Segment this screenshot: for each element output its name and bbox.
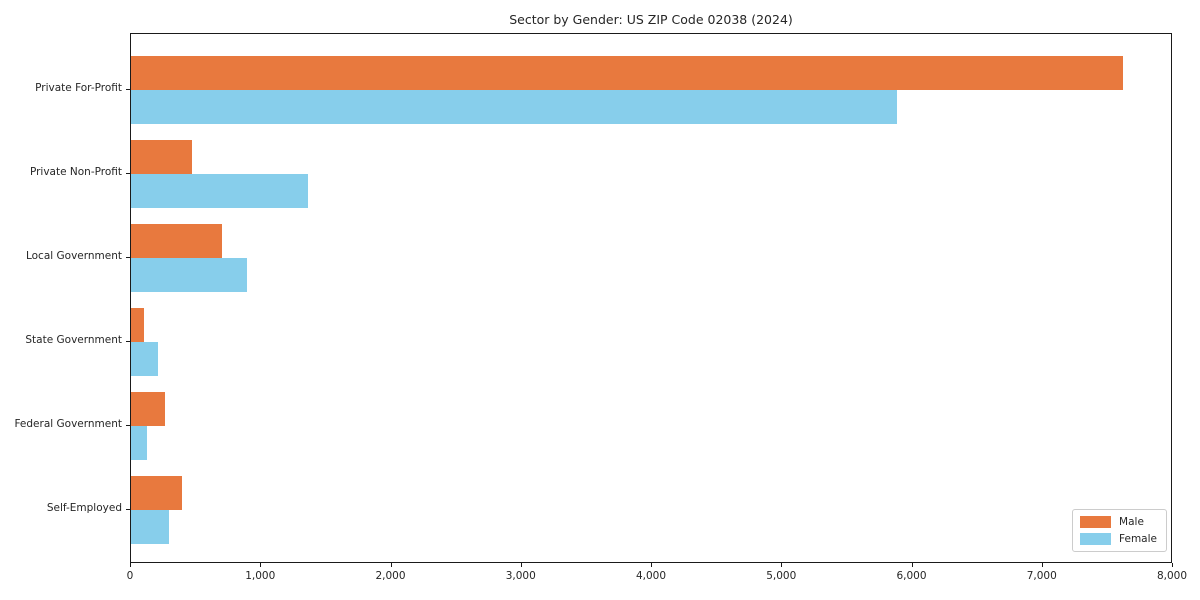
x-tick-mark xyxy=(911,563,913,567)
x-tick-label: 7,000 xyxy=(1026,570,1057,582)
legend: Male Female xyxy=(1072,509,1167,552)
y-tick-label: Private For-Profit xyxy=(35,82,122,94)
male-bar xyxy=(131,392,166,426)
legend-female-label: Female xyxy=(1119,533,1157,545)
female-bar xyxy=(131,510,169,544)
y-tick-label: Private Non-Profit xyxy=(29,166,122,178)
male-bar xyxy=(131,140,193,174)
x-tick-label: 2,000 xyxy=(375,570,406,582)
y-tick-label: State Government xyxy=(25,334,122,346)
x-tick-mark xyxy=(520,563,522,567)
legend-male-label: Male xyxy=(1119,516,1144,528)
x-tick-label: 4,000 xyxy=(635,570,667,582)
female-bar xyxy=(131,174,309,208)
female-bar xyxy=(131,342,158,376)
y-tick-label: Federal Government xyxy=(14,418,122,430)
x-tick-label: 8,000 xyxy=(1156,570,1188,582)
chart-title: Sector by Gender: US ZIP Code 02038 (202… xyxy=(509,12,793,27)
x-tick-mark xyxy=(1172,563,1173,567)
legend-male-swatch xyxy=(1080,516,1112,528)
y-tick-mark xyxy=(126,425,130,426)
female-bar xyxy=(131,258,248,292)
y-tick-mark xyxy=(126,341,130,342)
legend-entry-female: Female xyxy=(1080,533,1157,545)
x-tick-label: 5,000 xyxy=(766,570,797,582)
x-tick-mark xyxy=(130,563,131,567)
y-tick-mark xyxy=(126,89,130,90)
legend-female-swatch xyxy=(1080,533,1112,545)
y-tick-mark xyxy=(126,509,130,510)
female-bar xyxy=(131,426,147,460)
x-tick-label: 1,000 xyxy=(245,570,276,582)
female-bar xyxy=(131,90,897,124)
x-tick-mark xyxy=(260,563,262,567)
legend-entry-male: Male xyxy=(1080,516,1157,528)
plot-area: Male Female xyxy=(130,33,1172,563)
y-tick-label: Self-Employed xyxy=(46,502,122,514)
x-tick-label: 6,000 xyxy=(896,570,927,582)
y-tick-mark xyxy=(126,173,130,174)
male-bar xyxy=(131,224,222,258)
x-tick-label: 0 xyxy=(126,570,134,582)
x-tick-mark xyxy=(781,563,783,567)
x-tick-label: 3,000 xyxy=(505,570,536,582)
x-tick-mark xyxy=(651,563,652,567)
y-tick-mark xyxy=(126,257,130,258)
y-tick-label: Local Government xyxy=(25,250,122,262)
male-bar xyxy=(131,308,144,342)
male-bar xyxy=(131,56,1123,90)
x-tick-mark xyxy=(390,563,392,567)
x-tick-mark xyxy=(1041,563,1043,567)
male-bar xyxy=(131,476,183,510)
